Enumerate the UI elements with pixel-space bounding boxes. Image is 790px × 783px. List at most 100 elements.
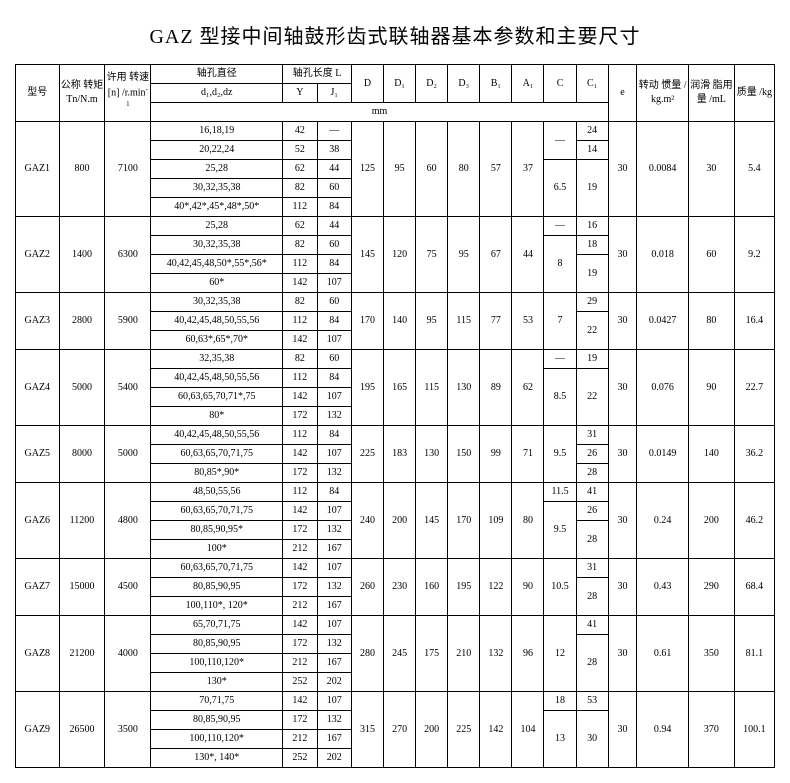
cell-J1: 132 <box>317 711 351 730</box>
cell-speed: 5400 <box>105 350 151 426</box>
hdr-bore-dia: 轴孔直径 <box>151 65 283 84</box>
cell-C1: 28 <box>576 521 608 559</box>
cell-d: 70,71,75 <box>151 692 283 711</box>
cell-e: 30 <box>608 122 637 217</box>
cell-Y: 62 <box>283 217 317 236</box>
cell-d: 60,63,65,70,71*,75 <box>151 388 283 407</box>
hdr-model: 型号 <box>16 65 60 122</box>
cell-J1: 202 <box>317 749 351 768</box>
cell-C: 12 <box>544 616 576 692</box>
table-row: GAZ58000500040,42,45,48,50,55,5611284225… <box>16 426 775 445</box>
cell-Y: 172 <box>283 407 317 426</box>
table-row: GAZ21400630025,28624414512075956744—1630… <box>16 217 775 236</box>
cell-A1: 71 <box>512 426 544 483</box>
cell-C1: 26 <box>576 502 608 521</box>
cell-d: 100,110,120* <box>151 654 283 673</box>
cell-speed: 4000 <box>105 616 151 692</box>
cell-d: 80* <box>151 407 283 426</box>
cell-d: 65,70,71,75 <box>151 616 283 635</box>
cell-Y: 112 <box>283 483 317 502</box>
cell-C1: 26 <box>576 445 608 464</box>
cell-d: 48,50,55,56 <box>151 483 283 502</box>
cell-d: 80,85*,90* <box>151 464 283 483</box>
cell-D: 195 <box>351 350 383 426</box>
cell-C1: 28 <box>576 464 608 483</box>
cell-C: 10.5 <box>544 559 576 616</box>
cell-d: 100,110,120* <box>151 730 283 749</box>
cell-grease: 30 <box>688 122 734 217</box>
cell-J1: 60 <box>317 179 351 198</box>
cell-inertia: 0.018 <box>637 217 689 293</box>
cell-J1: 107 <box>317 502 351 521</box>
cell-inertia: 0.61 <box>637 616 689 692</box>
cell-C1: 24 <box>576 122 608 141</box>
cell-B1: 132 <box>480 616 512 692</box>
cell-d: 30,32,35,38 <box>151 179 283 198</box>
cell-C1: 41 <box>576 616 608 635</box>
cell-D: 315 <box>351 692 383 768</box>
cell-D: 240 <box>351 483 383 559</box>
cell-D3: 225 <box>448 692 480 768</box>
cell-D3: 80 <box>448 122 480 217</box>
cell-D2: 175 <box>416 616 448 692</box>
cell-J1: 84 <box>317 198 351 217</box>
cell-Y: 112 <box>283 426 317 445</box>
hdr-mm: mm <box>151 103 608 122</box>
cell-d: 40,42,45,48,50*,55*,56* <box>151 255 283 274</box>
cell-J1: 84 <box>317 255 351 274</box>
cell-D1: 95 <box>384 122 416 217</box>
cell-d: 130*, 140* <box>151 749 283 768</box>
cell-d: 25,28 <box>151 217 283 236</box>
cell-D: 280 <box>351 616 383 692</box>
hdr-grease: 润滑 脂用量 /mL <box>688 65 734 122</box>
cell-torque: 26500 <box>59 692 105 768</box>
cell-grease: 90 <box>688 350 734 426</box>
cell-Y: 142 <box>283 502 317 521</box>
cell-Y: 142 <box>283 559 317 578</box>
cell-A1: 90 <box>512 559 544 616</box>
cell-J1: 202 <box>317 673 351 692</box>
cell-inertia: 0.43 <box>637 559 689 616</box>
cell-e: 30 <box>608 350 637 426</box>
hdr-Y: Y <box>283 84 317 103</box>
cell-d: 40,42,45,48,50,55,56 <box>151 369 283 388</box>
cell-d: 30,32,35,38 <box>151 236 283 255</box>
cell-d: 60* <box>151 274 283 293</box>
cell-J1: 107 <box>317 616 351 635</box>
cell-mass: 22.7 <box>734 350 774 426</box>
cell-mass: 16.4 <box>734 293 774 350</box>
cell-J1: 107 <box>317 559 351 578</box>
cell-D: 170 <box>351 293 383 350</box>
spec-table: 型号 公称 转矩 Tn/N.m 许用 转速 [n] /r.min-1 轴孔直径 … <box>15 64 775 768</box>
cell-J1: 107 <box>317 692 351 711</box>
cell-J1: 84 <box>317 483 351 502</box>
hdr-D: D <box>351 65 383 103</box>
cell-D2: 115 <box>416 350 448 426</box>
cell-mass: 68.4 <box>734 559 774 616</box>
cell-Y: 172 <box>283 635 317 654</box>
cell-speed: 5000 <box>105 426 151 483</box>
cell-d: 20,22,24 <box>151 141 283 160</box>
cell-J1: 44 <box>317 160 351 179</box>
cell-B1: 89 <box>480 350 512 426</box>
hdr-D1: D₁ <box>384 65 416 103</box>
table-row: GAZ611200480048,50,55,561128424020014517… <box>16 483 775 502</box>
cell-D1: 200 <box>384 483 416 559</box>
cell-J1: 107 <box>317 331 351 350</box>
cell-e: 30 <box>608 293 637 350</box>
hdr-mass: 质量 /kg <box>734 65 774 122</box>
cell-J1: 132 <box>317 464 351 483</box>
cell-D1: 230 <box>384 559 416 616</box>
cell-d: 16,18,19 <box>151 122 283 141</box>
cell-C1: 31 <box>576 426 608 445</box>
cell-model: GAZ2 <box>16 217 60 293</box>
cell-model: GAZ6 <box>16 483 60 559</box>
cell-C: — <box>544 217 576 236</box>
table-row: GAZ926500350070,71,751421073152702002251… <box>16 692 775 711</box>
cell-d: 60,63,65,70,71,75 <box>151 502 283 521</box>
cell-mass: 5.4 <box>734 122 774 217</box>
cell-C: — <box>544 122 576 160</box>
cell-e: 30 <box>608 559 637 616</box>
cell-Y: 142 <box>283 445 317 464</box>
cell-D: 145 <box>351 217 383 293</box>
